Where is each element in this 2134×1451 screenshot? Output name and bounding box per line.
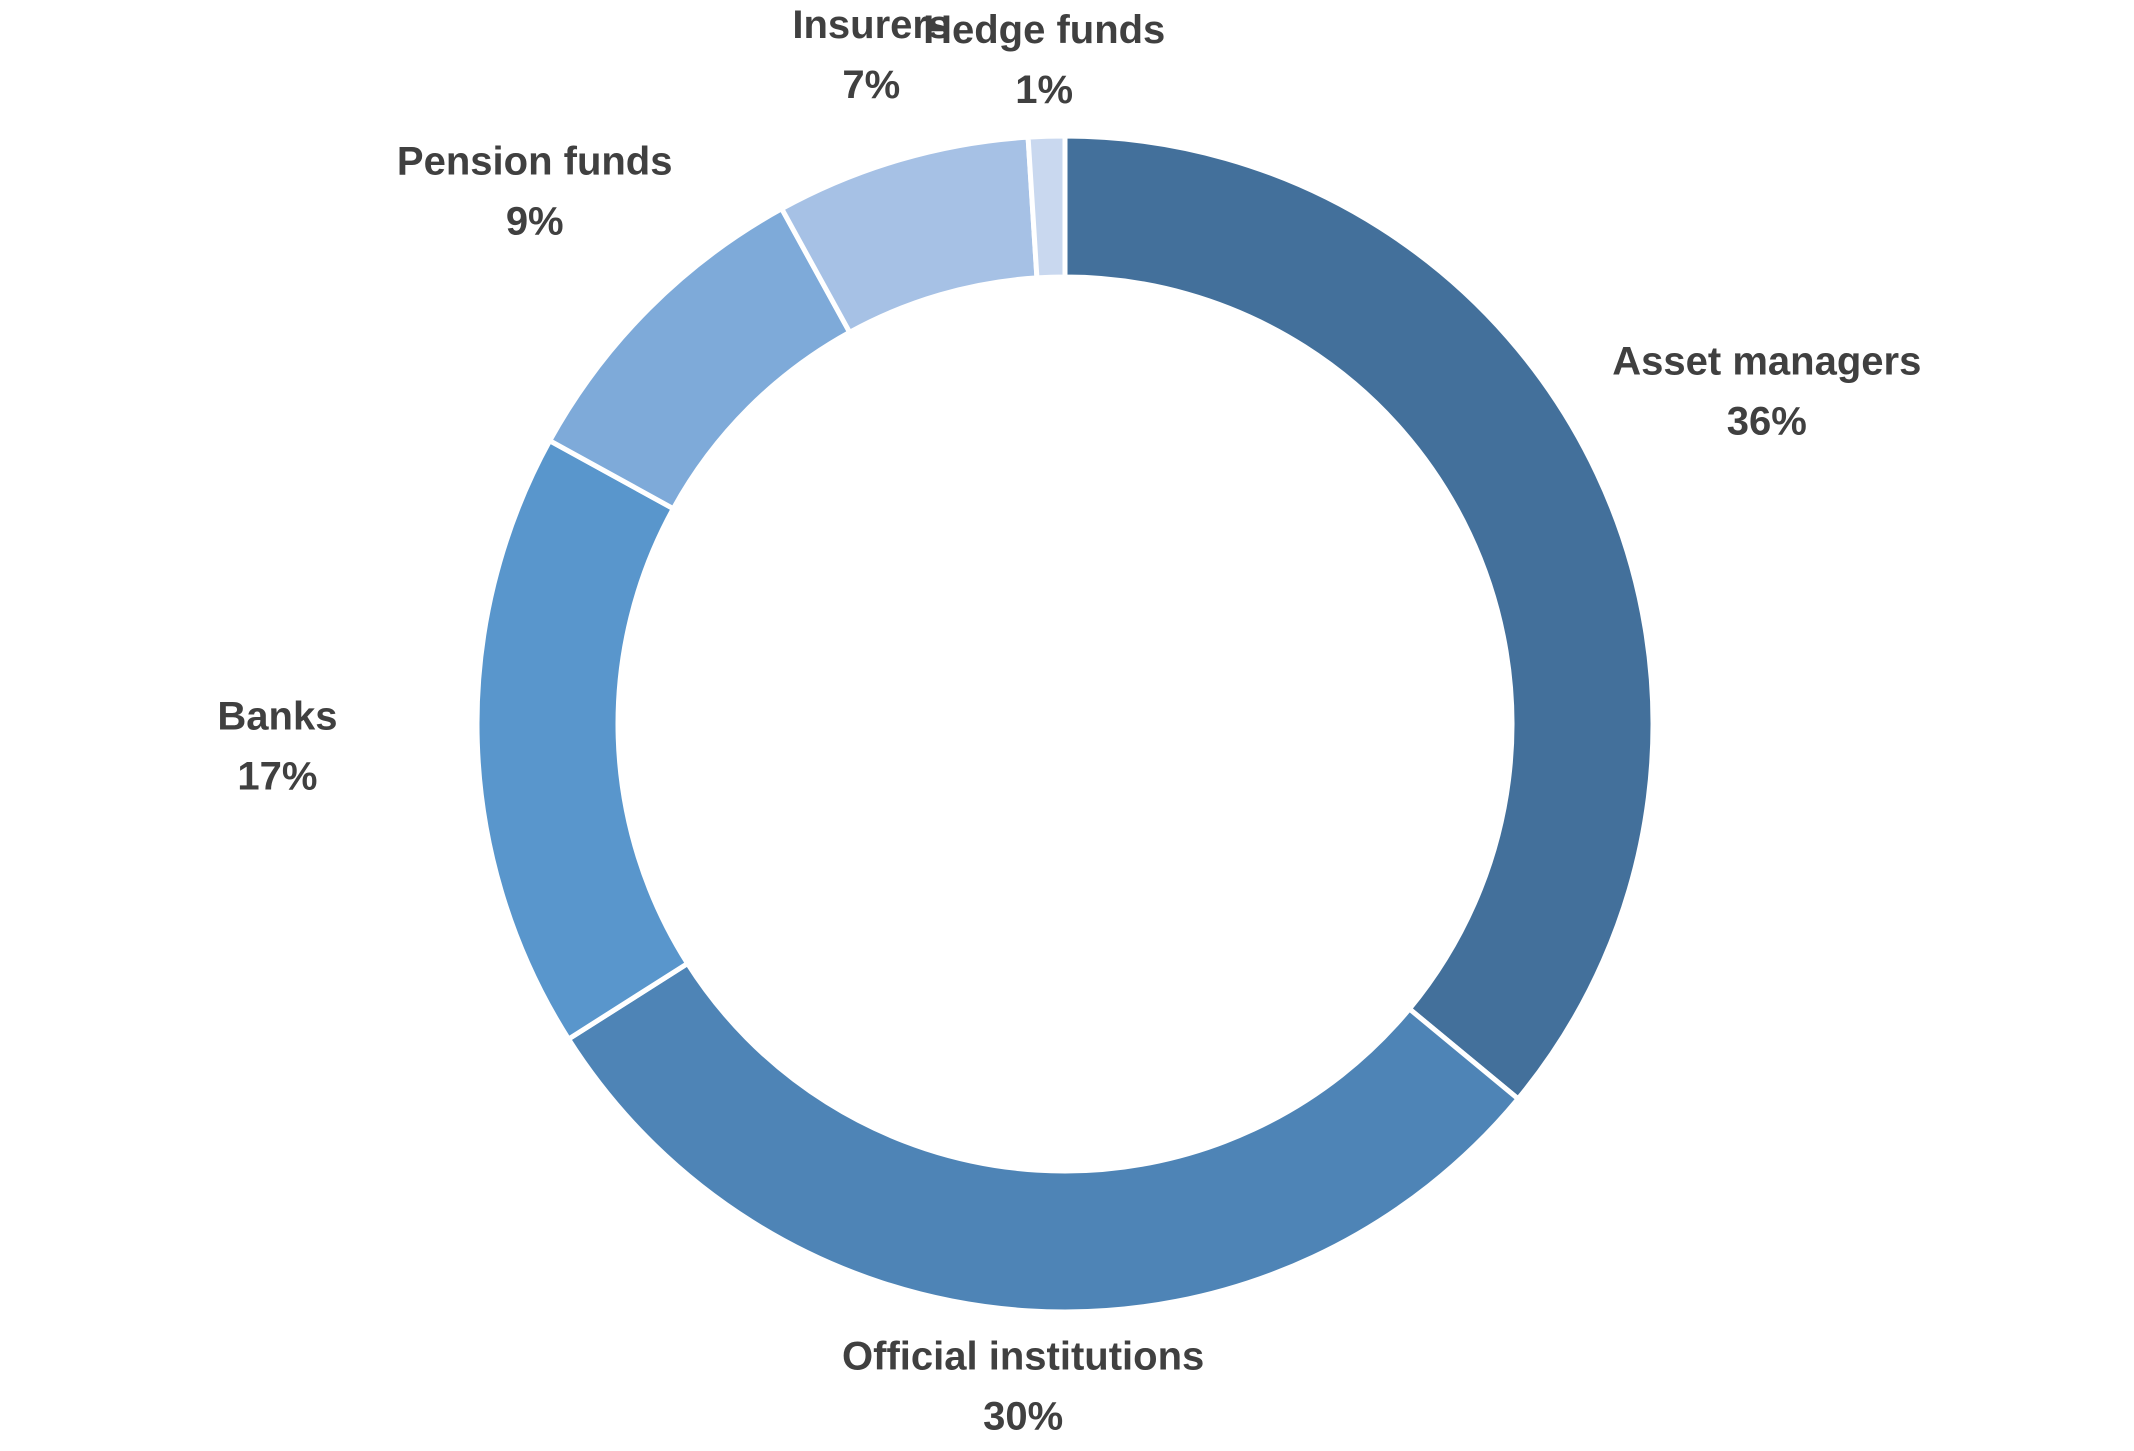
slice-label: Official institutions bbox=[842, 1334, 1204, 1378]
slice-label: Hedge funds bbox=[923, 8, 1165, 52]
donut-slice bbox=[565, 960, 1522, 1315]
value-label: 30% bbox=[983, 1394, 1063, 1438]
slice-label: Asset managers bbox=[1612, 339, 1921, 383]
value-label: 7% bbox=[842, 63, 900, 107]
donut-slice bbox=[1025, 133, 1068, 281]
donut-slice bbox=[1062, 133, 1656, 1103]
value-label: 17% bbox=[237, 754, 317, 798]
slice-label: Insurers bbox=[792, 3, 950, 47]
value-label: 36% bbox=[1727, 399, 1807, 443]
slice-label: Banks bbox=[217, 694, 337, 738]
donut-slice bbox=[474, 437, 692, 1043]
slice-label: Pension funds bbox=[397, 139, 673, 183]
value-label: 1% bbox=[1015, 68, 1073, 112]
value-label: 9% bbox=[506, 199, 564, 243]
